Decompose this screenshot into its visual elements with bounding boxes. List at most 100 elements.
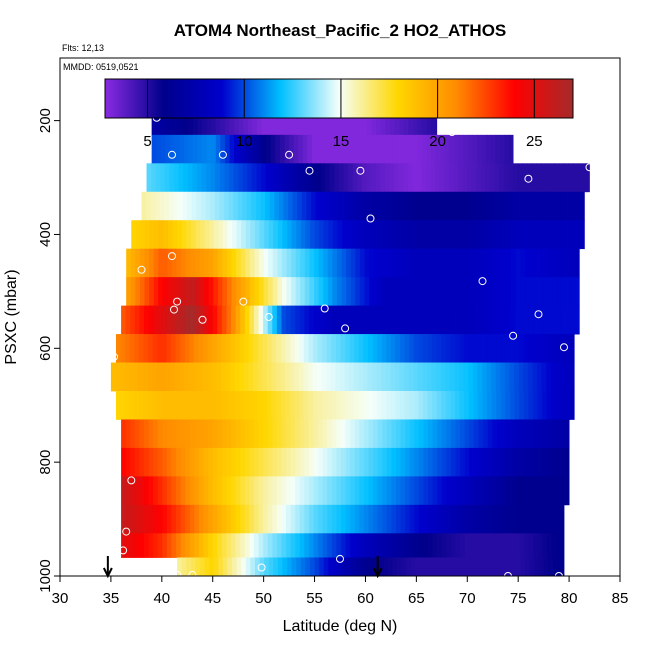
heat-cell (318, 419, 324, 449)
heat-cell (194, 248, 200, 278)
heat-cell (216, 362, 222, 392)
heat-cell (395, 334, 401, 363)
heat-cell (456, 248, 462, 278)
heat-cell (310, 191, 316, 221)
heat-cell (142, 362, 148, 392)
heat-cell (295, 447, 301, 477)
heat-cell (523, 334, 529, 363)
heat-cell (412, 106, 418, 136)
heat-cell (152, 334, 158, 363)
heat-cell (460, 504, 466, 534)
heat-cell (210, 163, 216, 193)
heatmap-cells (110, 106, 590, 576)
heat-cell (322, 305, 328, 335)
chart-title: ATOM4 Northeast_Pacific_2 HO2_ATHOS (174, 21, 507, 40)
heat-cell (189, 447, 195, 477)
heat-cell (504, 134, 510, 164)
heat-cell (259, 277, 265, 307)
heat-cell (148, 391, 154, 420)
heat-cell (419, 248, 425, 278)
heat-cell (162, 419, 168, 449)
heat-cell (467, 134, 473, 164)
heat-cell (172, 248, 177, 278)
heat-cell (152, 362, 158, 392)
heat-cell (184, 362, 190, 392)
colorbar-tick-label: 15 (333, 133, 350, 150)
heat-cell (158, 220, 164, 250)
heat-cell (176, 305, 182, 335)
heat-cell (350, 504, 356, 534)
heat-cell (428, 476, 434, 506)
heat-cell (455, 447, 461, 477)
heat-cell (263, 447, 269, 477)
heat-cell (363, 476, 369, 506)
heat-cell (586, 163, 590, 193)
heat-cell (164, 163, 170, 193)
heat-cell (473, 533, 479, 558)
heat-cell (162, 248, 168, 278)
heat-cell (446, 533, 452, 558)
x-axis: 30 35 40 45 50 55 60 65 70 75 80 85 (52, 575, 628, 607)
heat-cell (435, 134, 441, 164)
heat-cell (487, 305, 493, 335)
heat-cell (223, 191, 229, 221)
heat-cell (425, 191, 431, 221)
heat-cell (163, 220, 169, 250)
heat-cell (212, 476, 218, 506)
heat-cell (302, 134, 308, 164)
heat-cell (171, 504, 177, 534)
heat-cell (115, 362, 121, 392)
heat-cell (268, 248, 274, 278)
heat-cell (157, 447, 163, 477)
heat-cell (185, 447, 191, 477)
heat-cell (235, 447, 241, 477)
heat-cell (505, 305, 511, 335)
heat-cell (499, 163, 505, 193)
heat-cell (134, 504, 140, 534)
heat-cell (166, 476, 172, 506)
heat-cell (432, 334, 438, 363)
heat-cell (140, 220, 146, 250)
heat-cell (235, 419, 241, 449)
heat-cell (170, 362, 176, 392)
heat-cell (497, 248, 503, 278)
heat-cell (335, 334, 341, 363)
heat-cell (291, 277, 297, 307)
heat-cell (166, 504, 172, 534)
heat-cell (305, 220, 311, 250)
heat-cell (487, 504, 493, 534)
heat-cell (381, 334, 387, 363)
heat-cell (189, 334, 195, 363)
heat-cell (346, 220, 352, 250)
heat-cell (174, 163, 180, 193)
heat-cell (414, 248, 420, 278)
heat-cell (548, 220, 554, 250)
heat-cell (263, 533, 269, 558)
heat-cell (508, 191, 513, 221)
heat-cell (208, 419, 214, 449)
heat-cell (338, 163, 344, 193)
heat-cell (322, 476, 328, 506)
heat-cell (486, 134, 492, 164)
heat-cell (189, 305, 195, 335)
heat-cell (194, 277, 200, 307)
heat-cell (129, 362, 135, 392)
x-axis-label: Latitude (deg N) (283, 618, 398, 635)
sample-marker (168, 252, 176, 261)
heat-cell (336, 476, 342, 506)
heat-cell (535, 191, 541, 221)
heat-cell (226, 447, 232, 477)
heat-cell (252, 106, 258, 136)
heat-cell (185, 419, 191, 449)
heat-cell (419, 557, 425, 576)
heat-cell (139, 419, 145, 449)
heat-cell (506, 277, 512, 307)
heat-cell (318, 533, 324, 558)
heat-cell (469, 504, 475, 534)
heat-cell (171, 419, 177, 449)
heat-cell (528, 334, 534, 363)
heat-cell (162, 504, 168, 534)
heat-cell (434, 191, 440, 221)
heat-cell (443, 191, 449, 221)
heat-cell (311, 163, 317, 193)
